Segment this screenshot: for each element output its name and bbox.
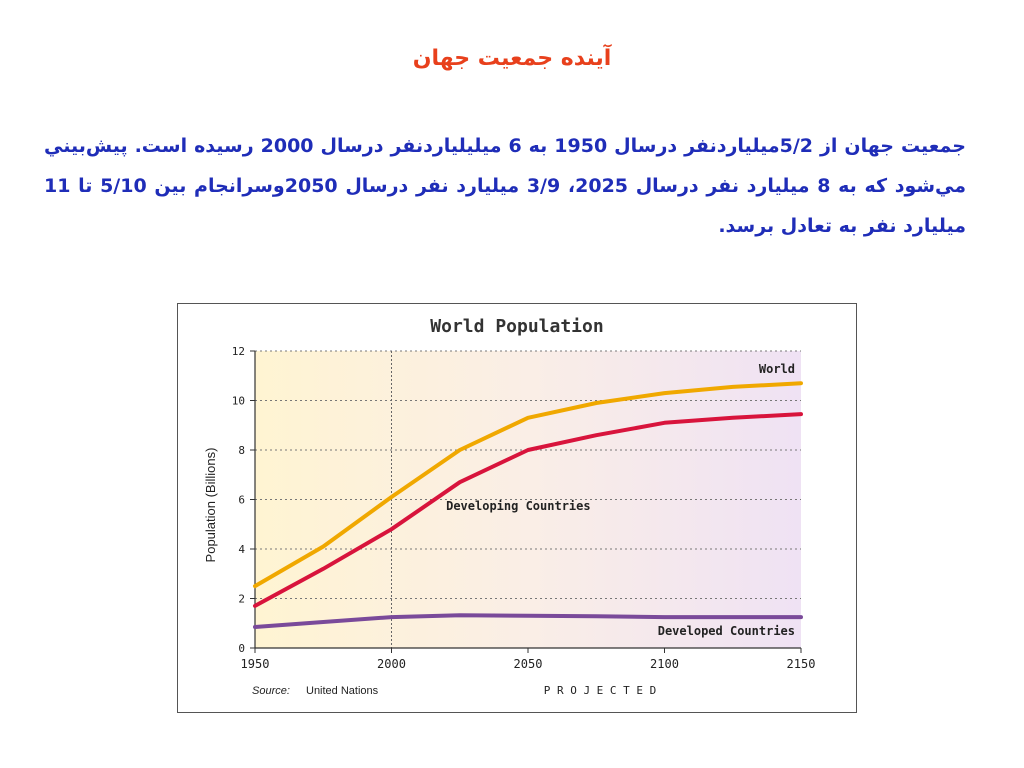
y-tick-label: 10 [232, 395, 245, 408]
y-tick-label: 2 [238, 593, 245, 606]
series-line-developed-countries [253, 613, 803, 629]
x-tick-label: 2050 [514, 657, 543, 671]
x-tick-label: 1950 [241, 657, 270, 671]
y-axis-label: Population (Billions) [203, 448, 218, 563]
y-tick-label: 8 [238, 444, 245, 457]
slide-body-text: جمعيت جهان از 5/2ميلياردنفر درسال 1950 ب… [44, 135, 967, 237]
series-label-developed-countries: Developed Countries [658, 624, 795, 638]
source-text: United Nations [306, 685, 379, 697]
chart-labels: 0 2 4 6 8 10 12 1950 2000 2050 2100 2150 World Develo… [232, 345, 816, 671]
world-population-chart: 0 2 4 6 8 10 12 1950 2000 2050 2100 2150 World Develo… [177, 303, 857, 713]
gridlines [255, 350, 801, 648]
projected-label: P R O J E C T E D [544, 684, 657, 697]
series-label-developing-countries: Developing Countries [446, 499, 590, 513]
slide-title: آینده جمعیت جهان [412, 46, 612, 71]
axes [250, 350, 802, 653]
series-line-world [253, 381, 803, 589]
series-line-developing-countries [253, 412, 803, 608]
x-tick-label: 2150 [787, 657, 816, 671]
x-tick-label: 2100 [650, 657, 679, 671]
y-tick-label: 12 [232, 345, 245, 358]
series-label-world: World [759, 362, 795, 376]
source-label: Source: [252, 685, 290, 697]
y-tick-label: 0 [238, 642, 245, 655]
y-tick-label: 6 [238, 494, 245, 507]
chart-svg: 0 2 4 6 8 10 12 1950 2000 2050 2100 2150 World Develo… [203, 316, 816, 697]
x-tick-label: 2000 [377, 657, 406, 671]
y-tick-label: 4 [238, 543, 245, 556]
chart-title: World Population [430, 316, 603, 337]
series-lines [253, 381, 803, 629]
